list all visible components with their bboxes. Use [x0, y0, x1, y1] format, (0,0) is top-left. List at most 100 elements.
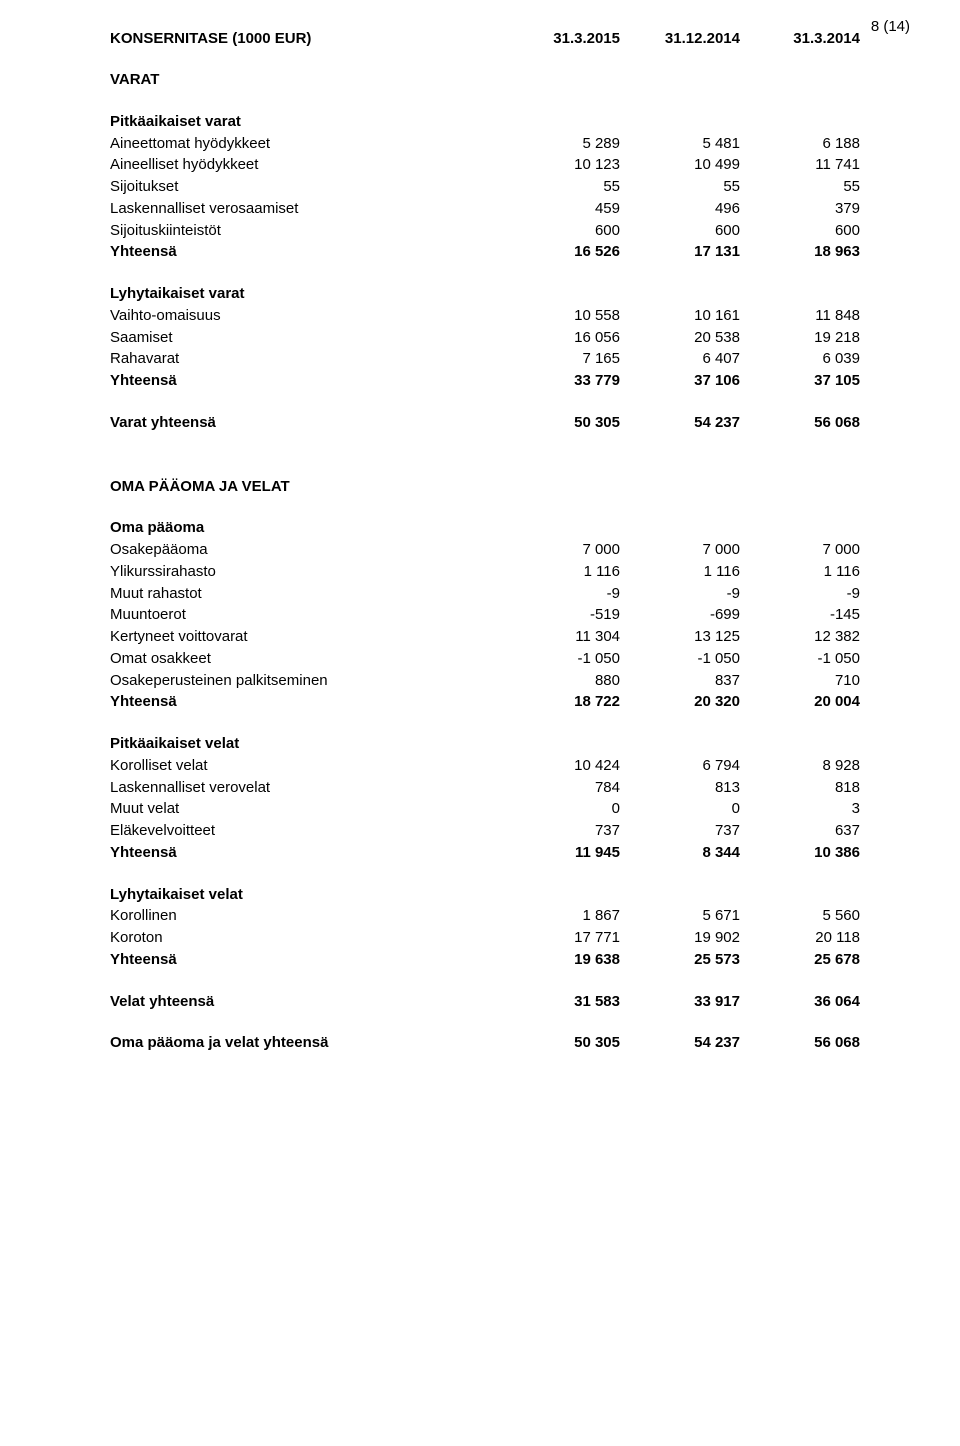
row-value: 7 000	[620, 539, 740, 561]
row-value: 11 848	[740, 305, 860, 327]
total-value: 20 004	[740, 691, 860, 713]
row-value: 19 902	[620, 927, 740, 949]
row-value: 6 188	[740, 133, 860, 155]
row-label: Laskennalliset verosaamiset	[110, 198, 500, 220]
row-value: 19 218	[740, 327, 860, 349]
total-value: 11 945	[500, 842, 620, 864]
table-row: Ylikurssirahasto1 1161 1161 116	[110, 561, 880, 583]
column-header: 31.12.2014	[620, 30, 740, 47]
lyhytaikaiset-varat-yhteensa: Yhteensä 33 779 37 106 37 105	[110, 370, 880, 392]
row-label: Koroton	[110, 927, 500, 949]
row-value: 11 304	[500, 626, 620, 648]
table-row: Eläkevelvoitteet737737637	[110, 820, 880, 842]
heading-label: VARAT	[110, 69, 500, 91]
total-value: 8 344	[620, 842, 740, 864]
total-value: 50 305	[500, 1032, 620, 1054]
heading-label: Lyhytaikaiset velat	[110, 884, 500, 906]
total-value: 56 068	[740, 412, 860, 434]
row-value: 10 499	[620, 154, 740, 176]
table-row: Omat osakkeet-1 050-1 050-1 050	[110, 648, 880, 670]
row-value: 16 056	[500, 327, 620, 349]
row-value: 459	[500, 198, 620, 220]
row-value: 600	[740, 220, 860, 242]
row-value: 8 928	[740, 755, 860, 777]
total-label: Yhteensä	[110, 691, 500, 713]
total-value: 33 779	[500, 370, 620, 392]
row-value: 496	[620, 198, 740, 220]
row-label: Aineelliset hyödykkeet	[110, 154, 500, 176]
row-label: Osakepääoma	[110, 539, 500, 561]
row-value: 1 116	[620, 561, 740, 583]
total-label: Velat yhteensä	[110, 991, 500, 1013]
total-value: 18 963	[740, 241, 860, 263]
row-value: 55	[620, 176, 740, 198]
pitkaaikaiset-velat-yhteensa: Yhteensä 11 945 8 344 10 386	[110, 842, 880, 864]
table-row: Laskennalliset verosaamiset459496379	[110, 198, 880, 220]
row-value: 818	[740, 777, 860, 799]
total-label: Yhteensä	[110, 241, 500, 263]
heading-label: Lyhytaikaiset varat	[110, 283, 500, 305]
row-value: 3	[740, 798, 860, 820]
row-value: 600	[500, 220, 620, 242]
row-value: 710	[740, 670, 860, 692]
heading-label: Pitkäaikaiset varat	[110, 111, 500, 133]
row-label: Muuntoerot	[110, 604, 500, 626]
heading-label: Pitkäaikaiset velat	[110, 733, 500, 755]
row-value: 55	[500, 176, 620, 198]
row-value: 0	[500, 798, 620, 820]
row-value: -145	[740, 604, 860, 626]
lyhytaikaiset-varat-heading: Lyhytaikaiset varat	[110, 283, 880, 305]
row-value: 737	[620, 820, 740, 842]
row-value: 5 481	[620, 133, 740, 155]
row-value: -9	[620, 583, 740, 605]
row-value: 5 671	[620, 905, 740, 927]
row-label: Ylikurssirahasto	[110, 561, 500, 583]
table-row: Rahavarat7 1656 4076 039	[110, 348, 880, 370]
page-number: 8 (14)	[871, 18, 910, 35]
row-label: Osakeperusteinen palkitseminen	[110, 670, 500, 692]
row-label: Eläkevelvoitteet	[110, 820, 500, 842]
row-value: 1 116	[500, 561, 620, 583]
table-row: Korolliset velat10 4246 7948 928	[110, 755, 880, 777]
row-label: Omat osakkeet	[110, 648, 500, 670]
row-value: 379	[740, 198, 860, 220]
row-value: 10 161	[620, 305, 740, 327]
table-title: KONSERNITASE (1000 EUR)	[110, 30, 500, 47]
row-value: 1 867	[500, 905, 620, 927]
table-row: Osakeperusteinen palkitseminen880837710	[110, 670, 880, 692]
total-value: 16 526	[500, 241, 620, 263]
total-value: 10 386	[740, 842, 860, 864]
total-value: 50 305	[500, 412, 620, 434]
row-value: 13 125	[620, 626, 740, 648]
row-label: Vaihto-omaisuus	[110, 305, 500, 327]
total-value: 31 583	[500, 991, 620, 1013]
total-value: 18 722	[500, 691, 620, 713]
total-label: Yhteensä	[110, 370, 500, 392]
row-label: Korollinen	[110, 905, 500, 927]
row-label: Rahavarat	[110, 348, 500, 370]
total-value: 20 320	[620, 691, 740, 713]
pitkaaikaiset-velat-heading: Pitkäaikaiset velat	[110, 733, 880, 755]
total-label: Yhteensä	[110, 842, 500, 864]
oma-paaoma-ja-velat-heading: OMA PÄÄOMA JA VELAT	[110, 476, 880, 498]
row-value: 11 741	[740, 154, 860, 176]
table-row: Sijoitukset555555	[110, 176, 880, 198]
row-value: -9	[740, 583, 860, 605]
row-label: Muut rahastot	[110, 583, 500, 605]
total-value: 37 106	[620, 370, 740, 392]
oma-paaoma-ja-velat-yhteensa: Oma pääoma ja velat yhteensä 50 305 54 2…	[110, 1032, 880, 1054]
row-value: 1 116	[740, 561, 860, 583]
oma-paaoma-heading: Oma pääoma	[110, 517, 880, 539]
total-label: Varat yhteensä	[110, 412, 500, 434]
row-value: 10 123	[500, 154, 620, 176]
pitkaaikaiset-varat-heading: Pitkäaikaiset varat	[110, 111, 880, 133]
row-value: 6 407	[620, 348, 740, 370]
table-row: Aineelliset hyödykkeet10 12310 49911 741	[110, 154, 880, 176]
row-label: Kertyneet voittovarat	[110, 626, 500, 648]
varat-yhteensa: Varat yhteensä 50 305 54 237 56 068	[110, 412, 880, 434]
table-row: Laskennalliset verovelat784813818	[110, 777, 880, 799]
row-value: 10 424	[500, 755, 620, 777]
row-value: 600	[620, 220, 740, 242]
row-value: 813	[620, 777, 740, 799]
table-row: Muut rahastot-9-9-9	[110, 583, 880, 605]
